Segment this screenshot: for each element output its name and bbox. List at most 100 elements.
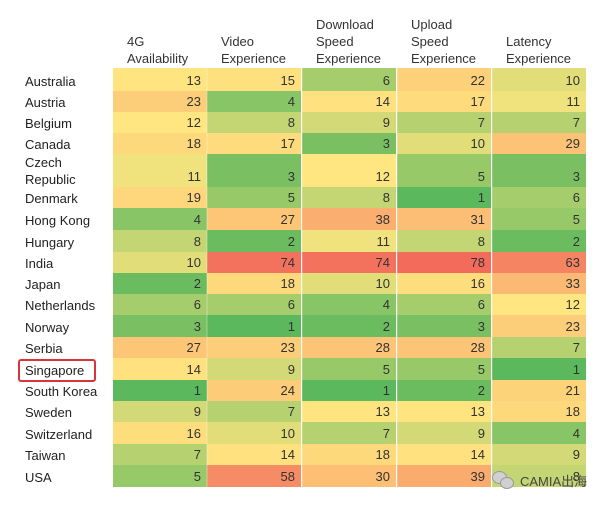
cell-value: 2 [383, 319, 390, 334]
heatmap-cell [113, 273, 207, 294]
column-header-3-line-3: Experience [316, 51, 381, 66]
heatmap-cell [492, 112, 586, 133]
cell-value: 3 [573, 169, 580, 184]
cell-value: 17 [281, 136, 295, 151]
heatmap-cell [113, 315, 207, 337]
cell-value: 3 [194, 319, 201, 334]
heatmap-cell [207, 315, 301, 337]
heatmap-cell [492, 380, 586, 401]
cell-value: 8 [573, 469, 580, 484]
cell-value: 24 [281, 383, 295, 398]
cell-value: 2 [288, 234, 295, 249]
cell-value: 6 [478, 297, 485, 312]
cell-value: 23 [187, 94, 201, 109]
column-header-4-line-3: Experience [411, 51, 476, 66]
heatmap-cell [207, 252, 301, 273]
heatmap-cell [113, 294, 207, 315]
row-label: USA [25, 470, 52, 485]
cell-value: 8 [478, 234, 485, 249]
cell-value: 3 [478, 319, 485, 334]
heatmap-cell [207, 230, 301, 252]
column-header-2-line-1: Video [221, 34, 254, 49]
heatmap-cell [492, 91, 586, 112]
cell-value: 39 [471, 469, 485, 484]
cell-value: 11 [567, 94, 581, 109]
cell-value: 3 [288, 169, 295, 184]
heatmap-cell [492, 133, 586, 154]
heatmap-cell [397, 358, 491, 380]
cell-value: 23 [281, 340, 295, 355]
cell-value: 6 [288, 297, 295, 312]
cell-value: 19 [187, 190, 201, 205]
heatmap-cell [302, 252, 396, 273]
row-label: Sweden [25, 405, 72, 420]
cell-value: 27 [187, 340, 201, 355]
column-header-5-line-1: Latency [506, 34, 552, 49]
cell-value: 74 [376, 255, 390, 270]
heatmap-cell [302, 315, 396, 337]
row-label: Netherlands [25, 298, 96, 313]
cell-value: 16 [471, 276, 485, 291]
watermark: CAMIA出海 [492, 470, 587, 490]
heatmap-cell [207, 68, 301, 91]
cell-value: 4 [194, 212, 201, 227]
cell-value: 1 [478, 190, 485, 205]
heatmap-cell [397, 401, 491, 422]
cell-value: 16 [187, 426, 201, 441]
heatmap-cell [113, 133, 207, 154]
cell-value: 7 [288, 404, 295, 419]
row-label: Serbia [25, 341, 63, 356]
cell-value: 18 [376, 447, 390, 462]
heatmap-cell [492, 230, 586, 252]
cell-value: 18 [187, 136, 201, 151]
heatmap-cell [113, 380, 207, 401]
column-header-3-line-2: Speed [316, 34, 354, 49]
heatmap-cell [113, 358, 207, 380]
heatmap-cell [207, 422, 301, 444]
heatmap-cell [302, 380, 396, 401]
cell-value: 18 [281, 276, 295, 291]
cell-value: 63 [566, 255, 580, 270]
cell-value: 7 [478, 115, 485, 130]
heatmap-cell [492, 68, 586, 91]
heatmap-cell [397, 273, 491, 294]
heatmap-cell [397, 315, 491, 337]
cell-value: 11 [377, 234, 391, 249]
cell-value: 27 [281, 212, 295, 227]
column-header-3-line-1: Download [316, 17, 374, 32]
cell-value: 1 [573, 362, 580, 377]
cell-value: 9 [573, 447, 580, 462]
row-label: Belgium [25, 116, 72, 131]
cell-value: 3 [383, 136, 390, 151]
heatmap-cell [302, 112, 396, 133]
cell-value: 6 [383, 73, 390, 88]
heatmap-cell [113, 208, 207, 230]
cell-value: 12 [566, 297, 580, 312]
column-header-4-line-2: Speed [411, 34, 449, 49]
cell-value: 6 [194, 297, 201, 312]
heatmap-cell [302, 230, 396, 252]
heatmap-cell [492, 315, 586, 337]
cell-value: 2 [573, 234, 580, 249]
heatmap-cell [207, 154, 301, 187]
heatmap-cell [207, 358, 301, 380]
heatmap-cell [397, 91, 491, 112]
heatmap-cell [113, 465, 207, 487]
wechat-icon [492, 471, 514, 489]
cell-value: 21 [566, 383, 580, 398]
heatmap-cell [492, 294, 586, 315]
heatmap-cell [492, 401, 586, 422]
column-header-1-line-1: 4G [127, 34, 144, 49]
heatmap-cell [492, 465, 586, 487]
column-header-1-line-2: Availability [127, 51, 189, 66]
heatmap-cell [492, 187, 586, 208]
cell-value: 8 [194, 234, 201, 249]
cell-value: 11 [188, 169, 202, 184]
cell-value: 9 [478, 426, 485, 441]
cell-value: 58 [281, 469, 295, 484]
cell-value: 8 [288, 115, 295, 130]
cell-value: 8 [383, 190, 390, 205]
heatmap-cell [113, 422, 207, 444]
cell-value: 7 [573, 115, 580, 130]
